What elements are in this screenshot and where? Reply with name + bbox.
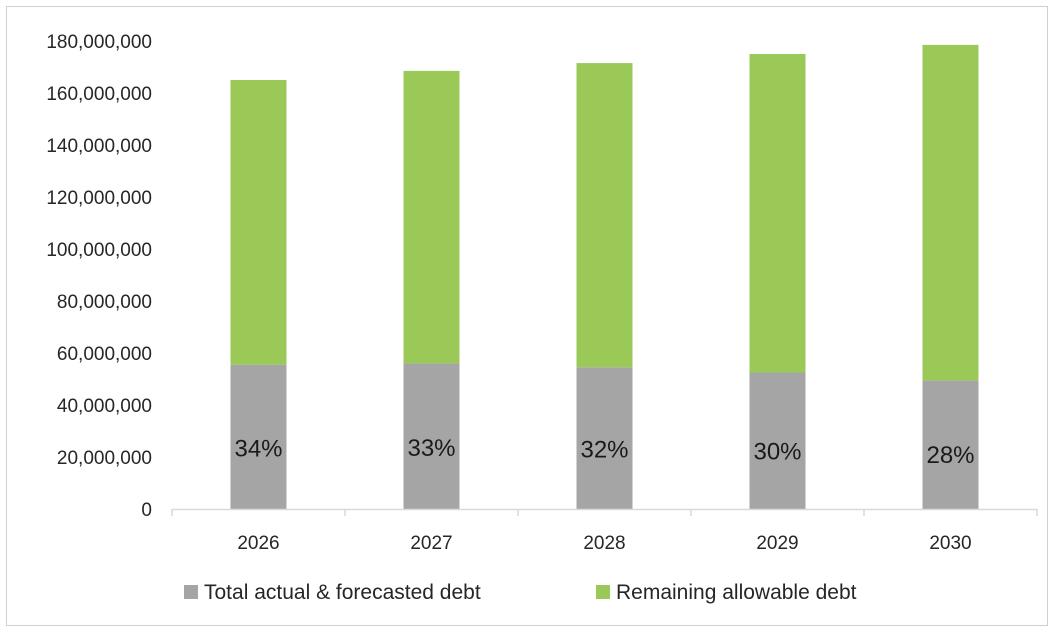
- y-tick-label: 100,000,000: [46, 240, 152, 261]
- y-tick-label: 140,000,000: [46, 136, 152, 157]
- y-tick-label: 0: [141, 500, 152, 521]
- y-tick-label: 180,000,000: [46, 32, 152, 53]
- data-label-percent: 28%: [926, 442, 974, 469]
- y-tick-label: 160,000,000: [46, 84, 152, 105]
- y-tick-label: 120,000,000: [46, 188, 152, 209]
- x-tick-label: 2027: [410, 533, 452, 554]
- bar-total-debt: [749, 372, 806, 509]
- data-label-percent: 34%: [234, 435, 282, 462]
- x-tick-label: 2026: [237, 533, 279, 554]
- y-tick-label: 40,000,000: [57, 396, 152, 417]
- legend-label-remaining-debt: Remaining allowable debt: [616, 581, 857, 604]
- bar-remaining-debt: [403, 70, 460, 364]
- data-label-percent: 30%: [753, 439, 801, 466]
- bars: [230, 44, 979, 509]
- data-label-percent: 33%: [407, 435, 455, 462]
- bar-total-debt: [403, 363, 460, 509]
- x-tick-label: 2028: [583, 533, 625, 554]
- legend-swatch-total-debt: [184, 585, 198, 599]
- bar-remaining-debt: [922, 44, 979, 381]
- bar-remaining-debt: [230, 80, 287, 365]
- chart-frame: [6, 6, 1048, 626]
- legend-swatch-remaining-debt: [596, 585, 610, 599]
- y-tick-label: 60,000,000: [57, 344, 152, 365]
- y-tick-label: 20,000,000: [57, 448, 152, 469]
- legend: Total actual & forecasted debt Remaining …: [184, 581, 857, 604]
- data-label-percent: 32%: [580, 436, 628, 463]
- x-tick-label: 2030: [929, 533, 971, 554]
- y-tick-label: 80,000,000: [57, 292, 152, 313]
- data-labels: 34% 33% 32% 30% 28%: [234, 435, 974, 469]
- legend-label-total-debt: Total actual & forecasted debt: [204, 581, 481, 604]
- bar-total-debt: [230, 364, 287, 509]
- x-axis: 2026 2027 2028 2029 2030: [171, 508, 1038, 554]
- bar-remaining-debt: [749, 54, 806, 373]
- bar-total-debt: [922, 380, 979, 509]
- bar-remaining-debt: [576, 63, 633, 368]
- bar-total-debt: [576, 367, 633, 509]
- y-axis: 0 20,000,000 40,000,000 60,000,000 80,000,00…: [46, 32, 152, 521]
- x-tick-label: 2029: [756, 533, 798, 554]
